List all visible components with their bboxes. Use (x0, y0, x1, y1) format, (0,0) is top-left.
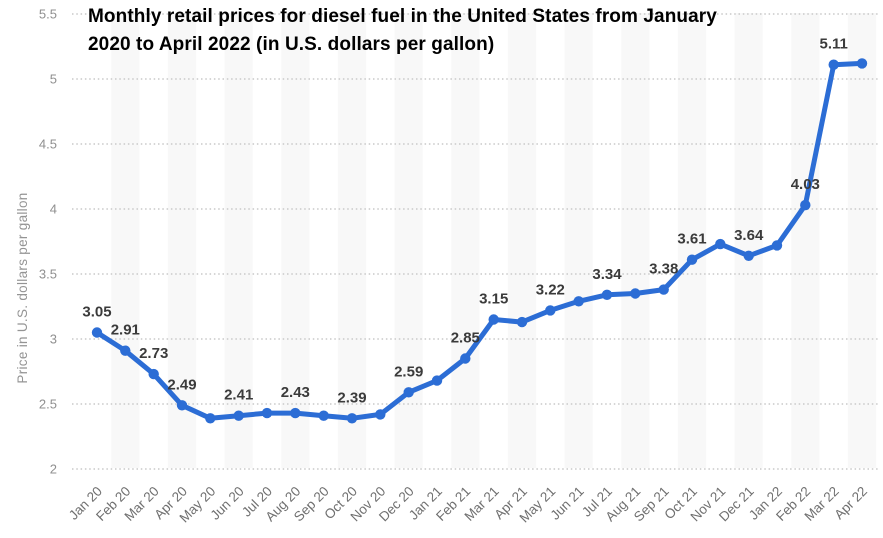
data-point-label: 3.15 (479, 291, 508, 308)
data-point-label: 2.49 (167, 376, 196, 393)
data-point[interactable] (120, 345, 131, 356)
plot-band (677, 13, 707, 468)
data-point[interactable] (261, 407, 273, 419)
y-tick-label: 5.5 (39, 7, 57, 22)
data-point-label: 3.22 (536, 281, 565, 298)
data-point-label: 3.05 (82, 304, 111, 321)
data-point[interactable] (205, 413, 216, 424)
data-point[interactable] (715, 238, 726, 250)
data-point[interactable] (800, 199, 811, 211)
data-point[interactable] (658, 284, 669, 295)
plot-band (507, 13, 537, 468)
data-point[interactable] (91, 327, 103, 338)
data-point[interactable] (771, 240, 783, 251)
data-point-label: 2.39 (337, 389, 366, 406)
data-point-label: 2.73 (139, 345, 168, 362)
data-point[interactable] (828, 59, 839, 70)
y-tick-label: 2 (50, 462, 57, 477)
plot-band (167, 13, 197, 468)
plot-band (337, 13, 367, 468)
data-point-label: 5.11 (820, 36, 848, 53)
plot-band (281, 13, 310, 468)
data-point[interactable] (233, 410, 244, 421)
y-tick-label: 3.5 (39, 267, 57, 282)
price-line-series (94, 60, 865, 421)
data-point-label: 3.64 (734, 227, 764, 244)
data-point[interactable] (318, 410, 329, 421)
data-point[interactable] (573, 296, 584, 307)
data-point-label: 2.91 (111, 322, 140, 339)
data-point[interactable] (290, 407, 301, 419)
plot-band (734, 13, 763, 468)
plot-band (791, 13, 820, 468)
data-point[interactable] (346, 413, 358, 424)
data-point[interactable] (743, 250, 754, 261)
data-point[interactable] (148, 368, 159, 380)
data-point[interactable] (856, 58, 868, 69)
data-point[interactable] (403, 387, 414, 398)
y-axis-title: Price in U.S. dollars per gallon (15, 192, 30, 383)
data-point[interactable] (375, 409, 386, 420)
data-point-label: 2.43 (281, 384, 310, 401)
y-tick-label: 2.5 (39, 397, 57, 412)
plot-band (564, 13, 593, 468)
data-point[interactable] (601, 289, 613, 300)
data-point[interactable] (545, 305, 556, 316)
y-tick-label: 5 (50, 72, 57, 87)
plot-band (111, 13, 140, 468)
y-tick-label: 4.5 (39, 137, 57, 152)
data-point-label: 2.85 (451, 330, 480, 347)
y-tick-label: 3 (50, 332, 57, 347)
y-tick-label: 4 (50, 202, 57, 217)
plot-band (451, 13, 480, 468)
data-point[interactable] (460, 353, 471, 364)
data-point-label: 3.34 (592, 266, 622, 283)
data-point-label: 4.03 (791, 176, 820, 193)
data-point-label: 3.38 (649, 261, 678, 278)
data-point[interactable] (516, 316, 528, 328)
data-point[interactable] (488, 314, 499, 325)
data-point-label: 3.61 (677, 231, 706, 248)
plot-band (847, 13, 877, 468)
data-point[interactable] (176, 400, 188, 411)
data-point[interactable] (630, 288, 641, 299)
data-point-label: 2.41 (224, 387, 253, 404)
data-point[interactable] (431, 375, 443, 386)
data-point-label: 2.59 (394, 363, 423, 380)
plot-band (621, 13, 650, 468)
plot-band (224, 13, 253, 468)
data-point[interactable] (686, 254, 698, 265)
x-tick-label: Apr 22 (831, 484, 870, 523)
